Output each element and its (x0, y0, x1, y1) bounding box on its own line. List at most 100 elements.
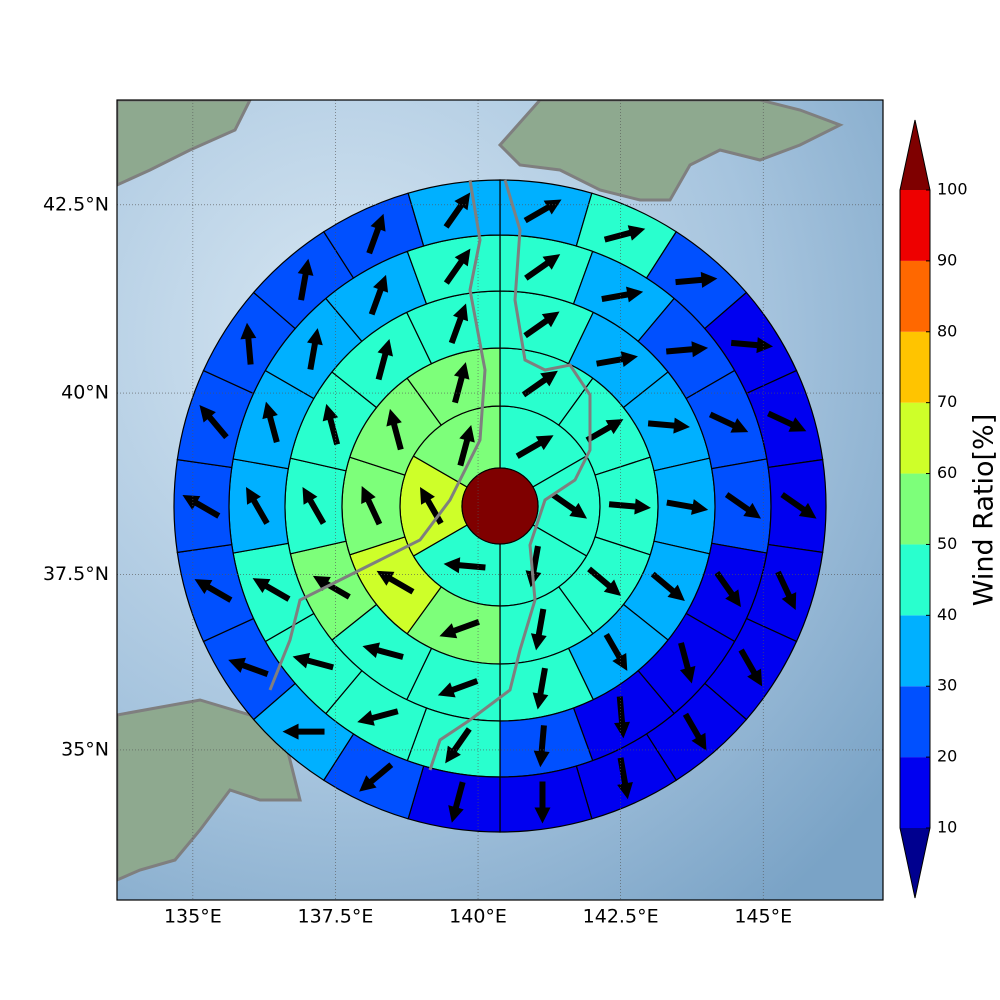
x-tick-label: 142.5°E (583, 906, 659, 928)
wind-arrow (182, 495, 221, 519)
colorbar-tick-label: 40 (937, 605, 957, 624)
wind-arrow (666, 499, 709, 515)
wind-arrow (297, 258, 314, 301)
colorbar-segment (900, 615, 930, 687)
colorbar-tick-label: 10 (937, 818, 957, 837)
colorbar-tick-label: 70 (937, 392, 957, 411)
wind-arrow (443, 557, 486, 574)
wind-arrow (292, 652, 334, 671)
wind-arrow (307, 328, 323, 371)
wind-arrow (252, 578, 291, 602)
wind-arrow (714, 571, 741, 608)
wind-arrow (199, 405, 229, 440)
wind-arrow (386, 408, 404, 451)
colorbar-tick-label: 30 (937, 676, 957, 695)
wind-arrow (523, 199, 562, 224)
wind-arrow (730, 337, 774, 354)
wind-arrow (524, 254, 561, 281)
wind-arrow (533, 725, 550, 768)
wind-arrow (357, 708, 399, 726)
wind-arrow (282, 723, 325, 740)
wind-arrow (650, 571, 685, 602)
x-tick-label: 137.5°E (297, 906, 373, 928)
colorbar-over (900, 120, 930, 190)
wind-arrow (587, 566, 622, 596)
colorbar-tick-label: 50 (937, 534, 957, 553)
wind-arrow (665, 341, 709, 358)
wind-arrow (603, 632, 628, 671)
wind-arrow (617, 757, 633, 800)
wind-arrow (228, 657, 269, 678)
wind-arrow (448, 303, 469, 344)
colorbar-segment (900, 260, 930, 332)
wind-arrow (775, 570, 797, 611)
wind-arrow (601, 286, 644, 303)
center-cell (461, 467, 539, 545)
colorbar-segment (900, 331, 930, 403)
plot-frame (116, 99, 884, 901)
wind-arrow (585, 419, 624, 443)
colorbar-under (900, 828, 930, 898)
colorbar-tick-label: 20 (937, 747, 957, 766)
wind-arrow (443, 192, 471, 229)
colorbar-segment (900, 402, 930, 474)
wind-arrow (443, 248, 471, 285)
wind-arrow (368, 274, 389, 316)
y-tick-label: 35°N (61, 738, 109, 760)
x-tick-label: 135°E (164, 906, 222, 928)
wind-arrow (262, 401, 280, 443)
wind-arrow (359, 762, 394, 792)
wind-arrow (439, 619, 480, 639)
y-tick-label: 40°N (61, 382, 109, 404)
colorbar-tick-label: 100 (937, 180, 968, 199)
colorbar-tick-label: 60 (937, 463, 957, 482)
wind-arrow (550, 492, 588, 519)
wind-arrow (457, 424, 475, 467)
wind-arrow (780, 492, 817, 519)
wind-arrow (678, 642, 696, 684)
wind-arrow (603, 225, 646, 243)
wind-arrow (724, 492, 762, 519)
wind-arrow (521, 370, 558, 398)
wind-arrow (194, 579, 233, 603)
colorbar-tick-label: 80 (937, 321, 957, 340)
plot-area (117, 100, 883, 900)
wind-arrow (530, 608, 547, 651)
wind-arrow (246, 486, 270, 525)
wind-arrow (445, 727, 472, 764)
wind-arrow (708, 411, 749, 433)
wind-arrow (767, 410, 807, 432)
colorbar-tick-label: 90 (937, 250, 957, 269)
colorbar-segment (900, 686, 930, 758)
wind-arrow (302, 486, 327, 525)
wind-arrow (738, 648, 763, 687)
wind-arrow (312, 575, 351, 600)
y-tick-label: 37.5°N (43, 563, 109, 585)
x-tick-label: 145°E (734, 906, 792, 928)
wind-arrow (596, 351, 638, 368)
x-tick-label: 140°E (449, 906, 507, 928)
y-tick-label: 42.5°N (43, 193, 109, 215)
colorbar-segment (900, 473, 930, 545)
colorbar-label: Wind Ratio[%] (969, 414, 1000, 606)
wind-arrow (366, 213, 386, 255)
wind-arrow (322, 403, 341, 446)
wind-arrow (448, 781, 466, 823)
wind-arrow (523, 311, 560, 339)
wind-arrow (362, 642, 404, 660)
colorbar-segment (900, 757, 930, 828)
wind-arrow (675, 271, 718, 288)
wind-arrow (437, 678, 479, 698)
wind-arrow (376, 570, 415, 595)
colorbar-segment (900, 544, 930, 616)
wind-arrow (534, 781, 551, 824)
colorbar: 10 20 30 40 50 60 70 80 90 100 (899, 119, 968, 899)
wind-arrow (647, 417, 690, 434)
wind-arrow (375, 338, 393, 381)
colorbar-segment (900, 190, 930, 261)
coastline (268, 179, 592, 771)
wind-arrow (515, 435, 554, 459)
wind-arrow (361, 486, 383, 526)
wind-arrow (682, 712, 707, 751)
